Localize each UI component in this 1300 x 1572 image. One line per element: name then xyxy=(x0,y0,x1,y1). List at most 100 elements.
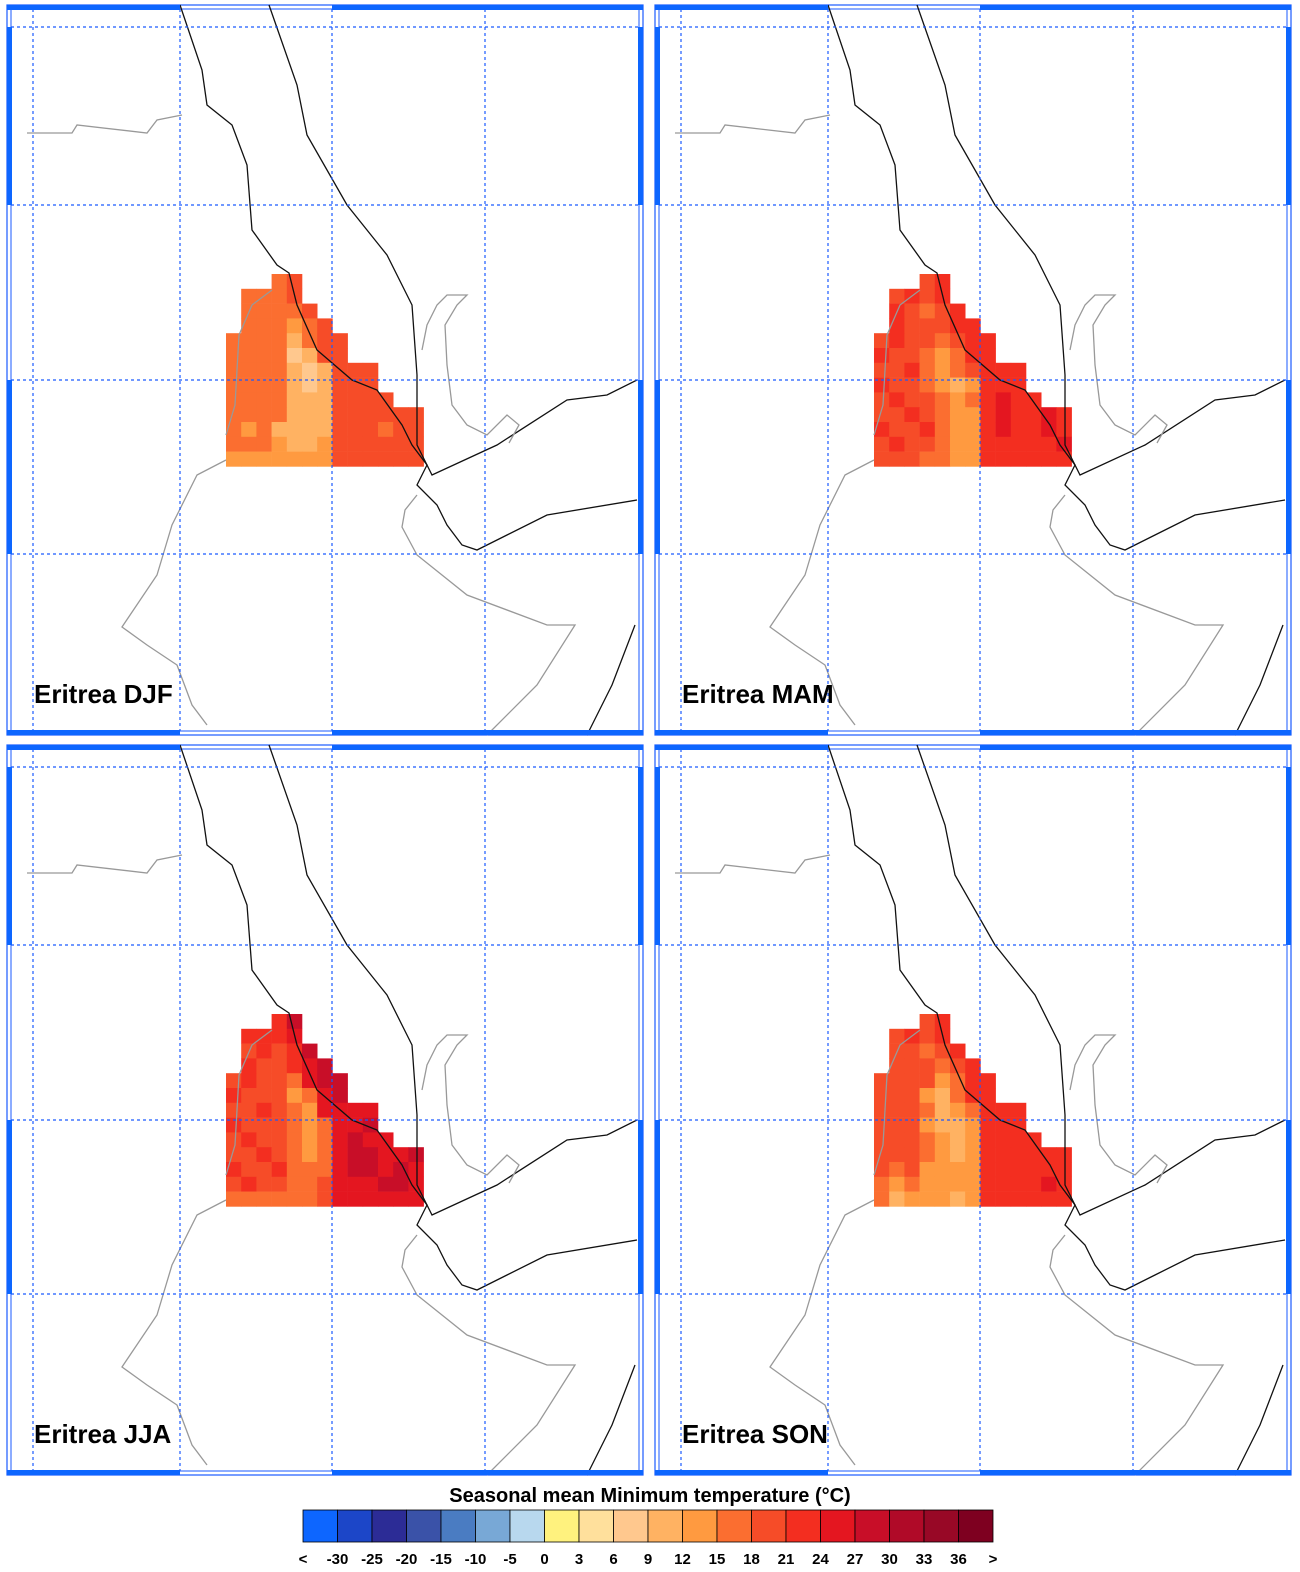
grid-cell xyxy=(1026,1191,1042,1207)
grid-cell xyxy=(378,1176,394,1192)
grid-cell xyxy=(271,1014,288,1030)
grid-cell xyxy=(919,1117,936,1133)
grid-cell xyxy=(950,348,966,364)
grid-cell xyxy=(271,1043,288,1059)
grid-cell xyxy=(241,436,257,452)
grid-cell xyxy=(950,407,966,423)
grid-cell xyxy=(271,1088,288,1104)
frame-tick xyxy=(638,1120,643,1294)
grid-cell xyxy=(950,1147,966,1163)
grid-cell xyxy=(347,1102,364,1118)
grid-cell xyxy=(226,1117,242,1133)
grid-cell xyxy=(286,1088,303,1104)
grid-cell xyxy=(226,333,242,349)
grid-cell xyxy=(950,318,966,334)
grid-cell xyxy=(919,1147,936,1163)
grid-cell xyxy=(241,377,257,393)
colorbar-box xyxy=(440,1509,476,1543)
grid-cell xyxy=(241,451,257,467)
grid-cell xyxy=(226,377,242,393)
grid-cell xyxy=(874,451,890,467)
grid-cell xyxy=(226,407,242,423)
grid-cell xyxy=(950,1176,966,1192)
grid-cell xyxy=(934,348,951,364)
grid-cell xyxy=(317,1073,333,1089)
grid-cell xyxy=(271,377,288,393)
grid-cell xyxy=(408,436,424,452)
grid-cell xyxy=(347,1162,364,1178)
grid-cell xyxy=(965,1102,981,1118)
grid-cell xyxy=(347,422,364,438)
grid-cell xyxy=(302,392,318,408)
grid-cell xyxy=(1026,1176,1042,1192)
grid-cell xyxy=(934,1117,951,1133)
grid-cell xyxy=(950,436,966,452)
grid-cell xyxy=(271,318,288,334)
map-panel: Eritrea DJF xyxy=(6,4,644,736)
grid-cell xyxy=(332,1176,348,1192)
grid-cell xyxy=(919,392,936,408)
grid-cell xyxy=(286,362,303,378)
grid-cell xyxy=(950,1132,966,1148)
grid-cell xyxy=(874,1102,890,1118)
grid-cell xyxy=(271,362,288,378)
grid-cell xyxy=(919,1058,936,1074)
grid-cell xyxy=(980,333,996,349)
grid-cell xyxy=(256,1088,272,1104)
frame-tick xyxy=(1286,380,1291,554)
grid-cell xyxy=(302,1088,318,1104)
frame-tick xyxy=(655,1120,660,1294)
grid-cell xyxy=(408,407,424,423)
grid-cell xyxy=(965,1073,981,1089)
grid-cell xyxy=(1026,407,1042,423)
grid-cell xyxy=(378,407,394,423)
grid-cell xyxy=(241,1162,257,1178)
frame-tick xyxy=(7,27,12,205)
grid-cell xyxy=(965,1147,981,1163)
grid-cell xyxy=(271,1102,288,1118)
grid-cell xyxy=(1010,451,1027,467)
grid-cell xyxy=(874,1088,890,1104)
grid-cell xyxy=(362,1132,379,1148)
grid-cell xyxy=(889,436,905,452)
grid-cell xyxy=(904,1176,920,1192)
grid-cell xyxy=(393,407,409,423)
grid-cell xyxy=(950,303,966,319)
map-frame xyxy=(10,748,640,1472)
grid-cell xyxy=(286,1014,303,1030)
grid-cell xyxy=(332,1132,348,1148)
grid-cell xyxy=(332,1191,348,1207)
grid-cell xyxy=(1010,422,1027,438)
colorbar-box xyxy=(716,1509,752,1543)
grid-cell xyxy=(256,436,272,452)
frame-tick xyxy=(7,767,12,945)
grid-cell xyxy=(317,1176,333,1192)
grid-cell xyxy=(1041,1176,1057,1192)
grid-cell xyxy=(919,451,936,467)
grid-cell xyxy=(980,407,996,423)
grid-cell xyxy=(1056,422,1072,438)
grid-cell xyxy=(889,1073,905,1089)
grid-cell xyxy=(271,392,288,408)
grid-cell xyxy=(919,436,936,452)
grid-cell xyxy=(362,436,379,452)
grid-cell xyxy=(378,1162,394,1178)
grid-cell xyxy=(347,1191,364,1207)
grid-cell xyxy=(408,1162,424,1178)
grid-cell xyxy=(904,348,920,364)
grid-cell xyxy=(241,422,257,438)
grid-cell xyxy=(919,288,936,304)
grid-cell xyxy=(904,1162,920,1178)
grid-cell xyxy=(980,1176,996,1192)
grid-cell xyxy=(934,1014,951,1030)
grid-cell xyxy=(965,333,981,349)
grid-cell xyxy=(271,1147,288,1163)
grid-cell xyxy=(1026,1147,1042,1163)
grid-cell xyxy=(980,1147,996,1163)
grid-cell xyxy=(904,1102,920,1118)
grid-cell xyxy=(934,274,951,290)
map-panel: Eritrea JJA xyxy=(6,744,644,1476)
grid-cell xyxy=(919,348,936,364)
grid-cell xyxy=(980,422,996,438)
